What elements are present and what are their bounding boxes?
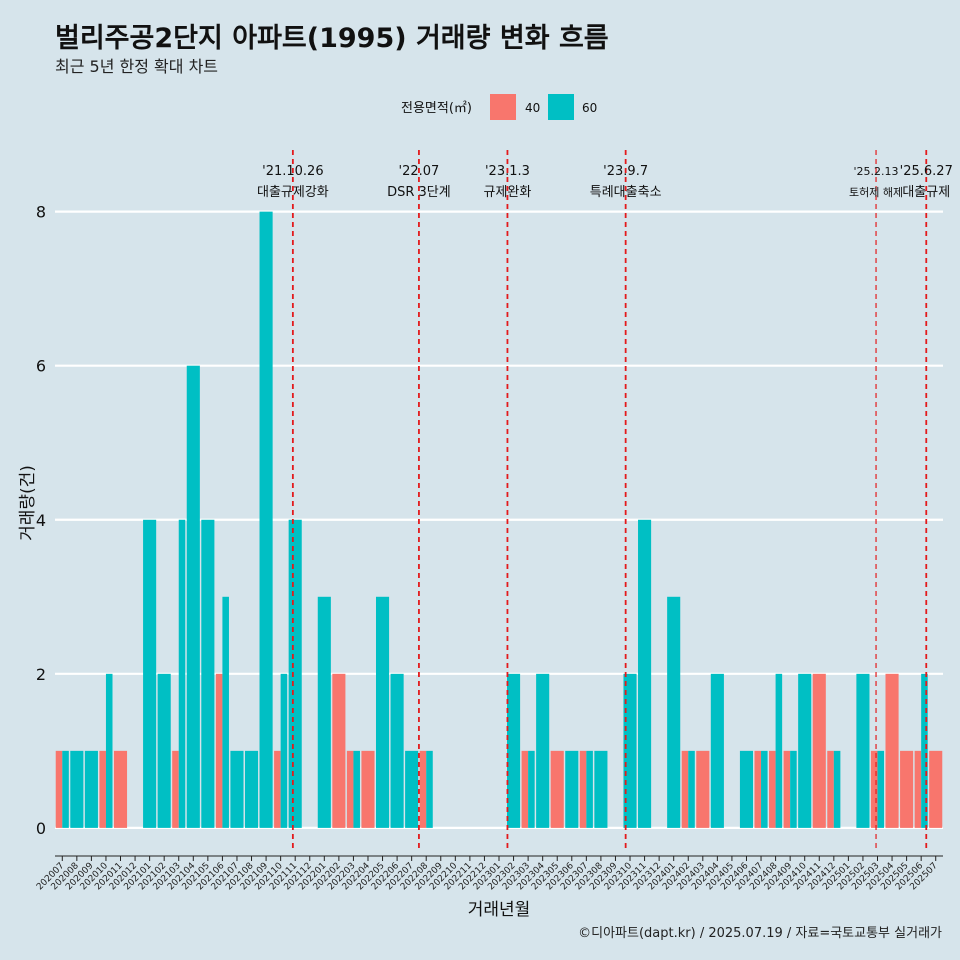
bar-60 bbox=[70, 750, 84, 828]
bar-40 bbox=[579, 750, 587, 828]
bar-40 bbox=[769, 750, 776, 828]
event-label: 규제완화 bbox=[484, 185, 532, 200]
bar-40 bbox=[550, 750, 564, 828]
bar-40 bbox=[827, 750, 834, 828]
legend-label-60: 60 bbox=[582, 101, 597, 115]
bar-40 bbox=[783, 750, 791, 828]
bar-40 bbox=[332, 673, 346, 828]
bar-40 bbox=[681, 750, 689, 828]
bar-60 bbox=[623, 673, 637, 828]
bar-60 bbox=[259, 211, 273, 828]
bar-40 bbox=[215, 673, 223, 828]
bar-60 bbox=[280, 673, 288, 828]
bar-60 bbox=[667, 596, 681, 828]
bar-40 bbox=[274, 750, 281, 828]
event-date: '25.2.13 bbox=[854, 165, 899, 178]
bar-60 bbox=[536, 673, 550, 828]
bar-60 bbox=[105, 673, 113, 828]
event-label: 특례대출축소 bbox=[590, 185, 662, 200]
bar-40 bbox=[885, 673, 899, 828]
event-label: DSR 3단계 bbox=[387, 185, 451, 200]
event-label: 토허제 해제 bbox=[849, 185, 903, 199]
bar-40 bbox=[914, 750, 922, 828]
bar-40 bbox=[900, 750, 914, 828]
bar-40 bbox=[172, 750, 179, 828]
source-caption: ©디아파트(dapt.kr) / 2025.07.19 / 자료=국토교통부 실… bbox=[578, 926, 942, 941]
bar-60 bbox=[507, 673, 521, 828]
bar-60 bbox=[761, 750, 768, 828]
legend-title: 전용면적(㎡) bbox=[401, 101, 472, 116]
y-axis-title: 거래량(건) bbox=[18, 465, 38, 541]
bar-60 bbox=[798, 673, 812, 828]
event-date: '21.10.26 bbox=[262, 164, 323, 179]
bar-60 bbox=[201, 519, 215, 828]
bar-60 bbox=[288, 519, 302, 828]
y-tick-label: 8 bbox=[36, 203, 46, 222]
bar-60 bbox=[877, 750, 885, 828]
legend-label-40: 40 bbox=[525, 101, 540, 115]
bar-60 bbox=[186, 365, 200, 828]
event-label: 대출규제강화 bbox=[257, 185, 329, 200]
event-date: '23.9.7 bbox=[603, 164, 648, 179]
bar-60 bbox=[426, 750, 433, 828]
bar-40 bbox=[361, 750, 375, 828]
bar-60 bbox=[244, 750, 259, 828]
legend-swatch-60 bbox=[548, 94, 574, 120]
bar-60 bbox=[739, 750, 754, 828]
bar-60 bbox=[84, 750, 98, 828]
bar-40 bbox=[113, 750, 128, 828]
bar-60 bbox=[62, 750, 69, 828]
bar-60 bbox=[921, 673, 928, 828]
bar-60 bbox=[317, 596, 331, 828]
bar-60 bbox=[230, 750, 244, 828]
bar-40 bbox=[696, 750, 710, 828]
event-date: '25.6.27 bbox=[900, 164, 953, 179]
y-tick-label: 0 bbox=[36, 819, 46, 838]
bar-40 bbox=[870, 750, 878, 828]
event-date: '23.1.3 bbox=[485, 164, 530, 179]
bar-40 bbox=[99, 750, 106, 828]
bar-60 bbox=[157, 673, 171, 828]
bar-60 bbox=[375, 596, 390, 828]
bar-60 bbox=[790, 750, 797, 828]
bar-60 bbox=[143, 519, 157, 828]
chart-title: 벌리주공2단지 아파트(1995) 거래량 변화 흐름 bbox=[55, 23, 609, 54]
bar-60 bbox=[775, 673, 783, 828]
bar-60 bbox=[565, 750, 579, 828]
bar-60 bbox=[688, 750, 695, 828]
event-label: 대출규제 bbox=[902, 185, 950, 200]
y-tick-label: 2 bbox=[36, 665, 46, 684]
bar-60 bbox=[405, 750, 419, 828]
bar-60 bbox=[353, 750, 360, 828]
bar-60 bbox=[528, 750, 535, 828]
bar-60 bbox=[178, 519, 186, 828]
bar-60 bbox=[586, 750, 593, 828]
event-date: '22.07 bbox=[399, 164, 440, 179]
bar-60 bbox=[594, 750, 608, 828]
bar-40 bbox=[346, 750, 354, 828]
y-tick-label: 6 bbox=[36, 357, 46, 376]
y-tick-label: 4 bbox=[36, 511, 46, 530]
bar-40 bbox=[55, 750, 63, 828]
legend-swatch-40 bbox=[490, 94, 516, 120]
bar-60 bbox=[390, 673, 404, 828]
x-axis-title: 거래년월 bbox=[468, 900, 531, 920]
bar-60 bbox=[833, 750, 841, 828]
bar-40 bbox=[754, 750, 762, 828]
bar-60 bbox=[710, 673, 724, 828]
bar-40 bbox=[521, 750, 529, 828]
bar-60 bbox=[638, 519, 652, 828]
bar-60 bbox=[856, 673, 870, 828]
bar-60 bbox=[222, 596, 229, 828]
chart-subtitle: 최근 5년 한정 확대 차트 bbox=[55, 57, 219, 76]
bar-40 bbox=[929, 750, 943, 828]
bar-40 bbox=[812, 673, 826, 828]
bar-40 bbox=[419, 750, 427, 828]
